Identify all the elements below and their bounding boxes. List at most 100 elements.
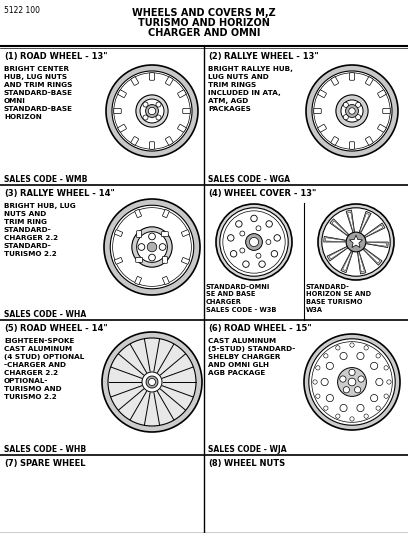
Circle shape — [346, 232, 366, 252]
Circle shape — [143, 102, 148, 107]
FancyBboxPatch shape — [114, 230, 123, 237]
Circle shape — [364, 414, 368, 418]
Circle shape — [149, 254, 155, 261]
FancyBboxPatch shape — [331, 136, 339, 145]
Circle shape — [220, 208, 288, 276]
FancyBboxPatch shape — [378, 124, 386, 132]
Text: WHEEL NUTS: WHEEL NUTS — [224, 459, 285, 468]
Circle shape — [259, 261, 265, 268]
Circle shape — [231, 251, 237, 257]
Polygon shape — [364, 249, 380, 263]
Circle shape — [316, 394, 320, 398]
Circle shape — [256, 226, 261, 231]
FancyBboxPatch shape — [162, 277, 169, 285]
Circle shape — [326, 362, 333, 369]
Circle shape — [384, 366, 388, 370]
Text: TURISMO AND HORIZON: TURISMO AND HORIZON — [138, 18, 270, 28]
Text: STANDARD-OMNI
SE AND BASE
CHARGER
SALES CODE - W3B: STANDARD-OMNI SE AND BASE CHARGER SALES … — [206, 284, 276, 312]
Circle shape — [132, 227, 172, 267]
Circle shape — [349, 369, 355, 376]
FancyBboxPatch shape — [349, 142, 355, 149]
Circle shape — [236, 221, 242, 227]
Polygon shape — [366, 225, 383, 237]
Circle shape — [110, 205, 194, 289]
Polygon shape — [358, 253, 364, 272]
Polygon shape — [326, 238, 345, 241]
Circle shape — [357, 352, 364, 360]
Text: (5): (5) — [4, 324, 18, 333]
Text: (8): (8) — [208, 459, 222, 468]
FancyBboxPatch shape — [182, 257, 190, 264]
Circle shape — [149, 107, 156, 115]
Circle shape — [112, 71, 192, 151]
Circle shape — [337, 368, 366, 397]
Polygon shape — [348, 212, 354, 231]
Polygon shape — [350, 235, 362, 247]
Circle shape — [309, 339, 395, 425]
Circle shape — [312, 71, 392, 151]
FancyBboxPatch shape — [318, 90, 326, 98]
Circle shape — [376, 378, 383, 385]
Circle shape — [357, 405, 364, 411]
Polygon shape — [346, 210, 355, 233]
Text: SALES CODE - WHB: SALES CODE - WHB — [4, 445, 86, 454]
Circle shape — [336, 95, 368, 127]
Circle shape — [243, 261, 249, 268]
Circle shape — [318, 204, 394, 280]
Circle shape — [370, 362, 378, 369]
Circle shape — [350, 417, 354, 421]
Circle shape — [355, 386, 361, 393]
FancyBboxPatch shape — [314, 108, 321, 114]
FancyBboxPatch shape — [149, 142, 155, 149]
Circle shape — [346, 104, 359, 117]
Circle shape — [343, 386, 350, 393]
Polygon shape — [365, 242, 388, 248]
Text: (2): (2) — [208, 52, 222, 61]
Circle shape — [340, 376, 346, 382]
FancyBboxPatch shape — [131, 77, 139, 85]
Circle shape — [356, 115, 361, 120]
Circle shape — [358, 376, 364, 382]
Circle shape — [108, 338, 196, 426]
Circle shape — [138, 244, 145, 251]
Circle shape — [387, 380, 391, 384]
Circle shape — [159, 244, 166, 251]
Circle shape — [324, 354, 328, 358]
Circle shape — [321, 378, 328, 385]
Circle shape — [324, 406, 328, 410]
FancyBboxPatch shape — [162, 256, 167, 263]
Circle shape — [146, 104, 158, 117]
Circle shape — [140, 99, 164, 123]
Circle shape — [304, 334, 400, 430]
Circle shape — [376, 406, 380, 410]
FancyBboxPatch shape — [366, 136, 373, 145]
Text: ROAD WHEEL - 14": ROAD WHEEL - 14" — [20, 324, 108, 333]
Circle shape — [376, 354, 380, 358]
Text: CHARGER AND OMNI: CHARGER AND OMNI — [148, 28, 260, 38]
Circle shape — [306, 65, 398, 157]
Circle shape — [142, 372, 162, 392]
Circle shape — [228, 235, 234, 241]
FancyBboxPatch shape — [136, 257, 142, 262]
Circle shape — [156, 115, 161, 120]
Circle shape — [316, 366, 320, 370]
Text: RALLYE WHEEL - 13": RALLYE WHEEL - 13" — [224, 52, 319, 61]
Text: WHEELS AND COVERS M,Z: WHEELS AND COVERS M,Z — [132, 8, 276, 18]
FancyBboxPatch shape — [114, 108, 121, 114]
Circle shape — [343, 102, 348, 107]
FancyBboxPatch shape — [378, 90, 386, 98]
Circle shape — [216, 204, 292, 280]
Text: (6): (6) — [208, 324, 222, 333]
Text: SALES CODE - WJA: SALES CODE - WJA — [208, 445, 287, 454]
Text: RALLYE WHEEL - 14": RALLYE WHEEL - 14" — [20, 189, 115, 198]
Text: CAST ALUMINUM
(5-STUD) STANDARD-
SHELBY CHARGER
AND OMNI GLH
AGB PACKAGE: CAST ALUMINUM (5-STUD) STANDARD- SHELBY … — [208, 338, 295, 376]
Circle shape — [313, 380, 317, 384]
Circle shape — [106, 65, 198, 157]
Text: (4): (4) — [208, 189, 222, 198]
Polygon shape — [359, 211, 371, 233]
Circle shape — [149, 378, 155, 385]
Circle shape — [336, 414, 340, 418]
Circle shape — [240, 248, 245, 253]
Text: ROAD WHEEL - 15": ROAD WHEEL - 15" — [224, 324, 312, 333]
FancyBboxPatch shape — [165, 77, 173, 85]
